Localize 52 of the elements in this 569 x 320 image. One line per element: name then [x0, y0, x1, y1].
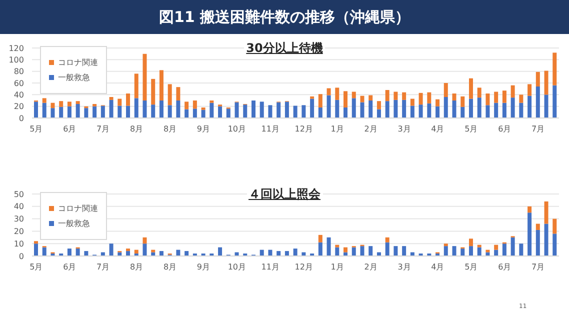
x-tick-label: 9月 [196, 262, 210, 272]
x-tick-label: 10月 [228, 262, 246, 272]
x-tick-label: 2月 [364, 262, 378, 272]
chart-title: 図11 搬送困難件数の推移（沖縄県） [0, 0, 569, 34]
y-tick-label: 40 [14, 90, 24, 100]
x-tick-label: 11月 [261, 124, 280, 134]
x-tick-label: 12月 [294, 124, 313, 134]
x-tick-label: 2月 [364, 124, 378, 134]
y-tick-label: 0 [18, 252, 24, 261]
x-tick-label: 5月 [464, 124, 478, 134]
x-tick-label: 4月 [431, 124, 444, 134]
x-tick-label: 7月 [96, 262, 110, 272]
x-tick-label: 5月 [30, 262, 43, 272]
x-tick-label: 1月 [330, 262, 344, 272]
y-tick-label: 50 [14, 190, 24, 199]
x-tick-label: 5月 [464, 262, 478, 272]
x-tick-label: 3月 [398, 262, 411, 272]
x-tick-label: 11月 [261, 262, 280, 272]
y-tick-label: 0 [18, 114, 24, 123]
y-tick-label: 20 [14, 102, 24, 112]
y-tick-label: 60 [14, 78, 24, 88]
x-tick-label: 7月 [96, 124, 110, 134]
legend-label: コロナ関連 [58, 203, 98, 214]
x-tick-label: 9月 [196, 124, 210, 134]
x-tick-label: 12月 [294, 262, 313, 272]
y-tick-label: 120 [8, 44, 24, 53]
legend-label: コロナ関連 [58, 57, 98, 68]
x-tick-label: 6月 [63, 262, 76, 272]
x-tick-label: 3月 [398, 124, 411, 134]
legend-label: 一般救急 [58, 72, 90, 83]
y-tick-label: 80 [14, 67, 24, 76]
x-tick-label: 8月 [163, 124, 177, 134]
x-tick-label: 6月 [63, 124, 76, 134]
x-tick-label: 10月 [228, 124, 246, 134]
y-tick-label: 40 [14, 202, 24, 212]
x-tick-label: 8月 [163, 262, 177, 272]
y-tick-label: 10 [14, 239, 24, 248]
legend-label: 一般救急 [58, 218, 90, 229]
x-tick-label: 7月 [532, 124, 545, 134]
x-tick-label: 6月 [498, 124, 512, 134]
y-tick-label: 30 [14, 214, 24, 224]
x-tick-label: 1月 [330, 124, 344, 134]
x-tick-label: 6月 [498, 262, 512, 272]
y-tick-label: 100 [8, 56, 24, 65]
chart-title: ４回以上照会 [246, 187, 322, 201]
x-tick-label: 8月 [130, 262, 144, 272]
x-tick-label: 4月 [431, 262, 444, 272]
y-tick-label: 20 [14, 227, 24, 236]
x-tick-label: 7月 [532, 262, 545, 272]
x-tick-label: 8月 [130, 124, 144, 134]
x-tick-label: 5月 [30, 124, 43, 134]
chart-subtitle: 30分以上待機 [244, 41, 325, 55]
